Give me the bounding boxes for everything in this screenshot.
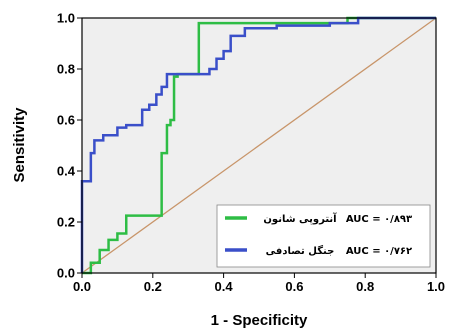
y-tick-label: 1.0 (57, 11, 75, 26)
x-tick-label: 0.2 (144, 279, 162, 294)
legend-box (216, 204, 431, 268)
y-tick-label: 0.2 (57, 215, 75, 230)
y-tick-label: 0.6 (57, 113, 75, 128)
legend-label-random-forest: جنگل تصادفی (266, 244, 335, 257)
legend: آنتروپی شانون AUC = ۰/۸۹۳ جنگل تصادفی AU… (216, 204, 431, 268)
y-tick-label: 0.8 (57, 62, 75, 77)
x-tick-label: 1.0 (427, 279, 445, 294)
x-tick-label: 0.8 (356, 279, 374, 294)
legend-auc-random-forest: AUC = ۰/۷۶۲ (346, 246, 412, 257)
x-tick-label: 0.0 (73, 279, 91, 294)
x-tick-label: 0.4 (215, 279, 234, 294)
y-tick-label: 0.0 (57, 266, 75, 281)
x-axis-label: 1 - Specificity (211, 312, 308, 329)
y-axis-ticks: 0.0 0.2 0.4 0.6 0.8 1.0 (57, 11, 82, 281)
x-axis-ticks: 0.0 0.2 0.4 0.6 0.8 1.0 (73, 273, 445, 294)
series-line-1 (80, 16, 436, 273)
y-tick-label: 0.4 (57, 164, 76, 179)
x-tick-label: 0.6 (285, 279, 303, 294)
series-layer (80, 16, 436, 275)
reference-diagonal (81, 17, 437, 274)
series-line-0 (82, 16, 436, 275)
plot-border (81, 17, 437, 274)
legend-auc-shannon: AUC = ۰/۸۹۳ (346, 214, 412, 225)
y-axis-label: Sensitivity (11, 107, 28, 183)
legend-label-shannon: آنتروپی شانون (263, 212, 337, 225)
